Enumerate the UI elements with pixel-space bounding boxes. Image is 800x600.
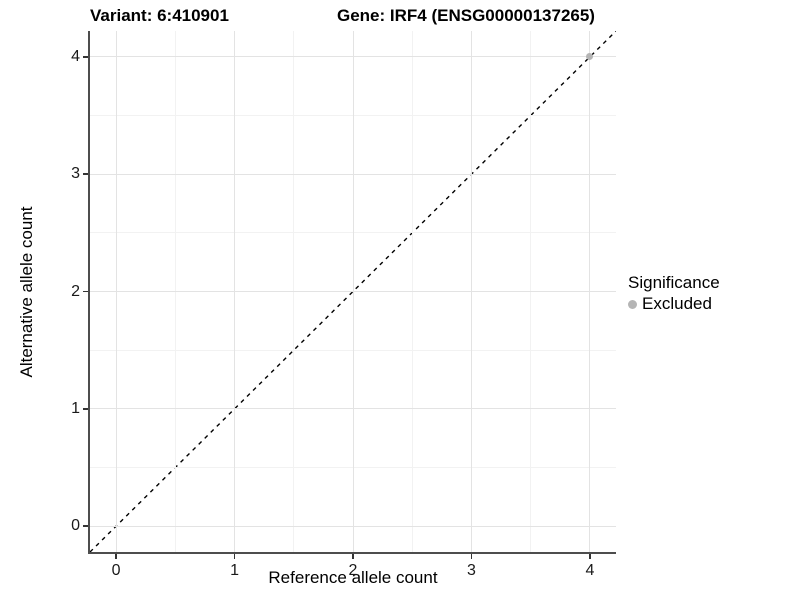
x-axis-tick	[233, 554, 236, 559]
plot-panel	[88, 31, 616, 554]
x-tick-label: 1	[230, 562, 239, 579]
y-axis-tick	[83, 290, 88, 293]
legend-entry-label: Excluded	[642, 294, 712, 313]
excluded-marker-icon	[628, 299, 637, 309]
y-axis-tick	[83, 56, 88, 58]
plot-title-gene: Gene: IRF4 (ENSG00000137265)	[337, 6, 595, 25]
x-axis-tick	[470, 554, 473, 559]
y-tick-label: 1	[71, 399, 80, 417]
plot-title-variant: Variant: 6:410901	[90, 6, 229, 25]
x-axis-tick	[352, 554, 354, 559]
x-tick-label: 3	[467, 562, 476, 579]
grid-major-horizontal	[90, 173, 616, 175]
y-axis-tick	[83, 173, 88, 175]
x-tick-label: 4	[585, 562, 595, 579]
legend-title: Significance	[628, 273, 720, 292]
y-axis-tick	[83, 525, 88, 527]
grid-major-horizontal	[90, 56, 616, 58]
legend: Significance Excluded	[628, 272, 720, 314]
x-tick-label: 0	[111, 562, 121, 579]
y-tick-label: 4	[71, 47, 80, 65]
y-tick-label: 3	[71, 165, 80, 183]
y-tick-label: 0	[71, 517, 80, 535]
grid-major-horizontal	[90, 525, 616, 527]
x-axis-tick	[115, 554, 117, 559]
y-axis-title: Alternative allele count	[17, 206, 36, 378]
grid-major-horizontal	[90, 408, 616, 410]
x-axis-tick	[589, 554, 591, 559]
y-tick-label: 2	[71, 282, 80, 300]
y-axis-tick	[83, 408, 88, 410]
grid-major-horizontal	[90, 291, 616, 292]
legend-entry-excluded: Excluded	[628, 294, 720, 314]
data-point-excluded	[586, 53, 594, 61]
x-axis-title: Reference allele count	[268, 568, 438, 587]
x-tick-label: 2	[348, 562, 358, 579]
